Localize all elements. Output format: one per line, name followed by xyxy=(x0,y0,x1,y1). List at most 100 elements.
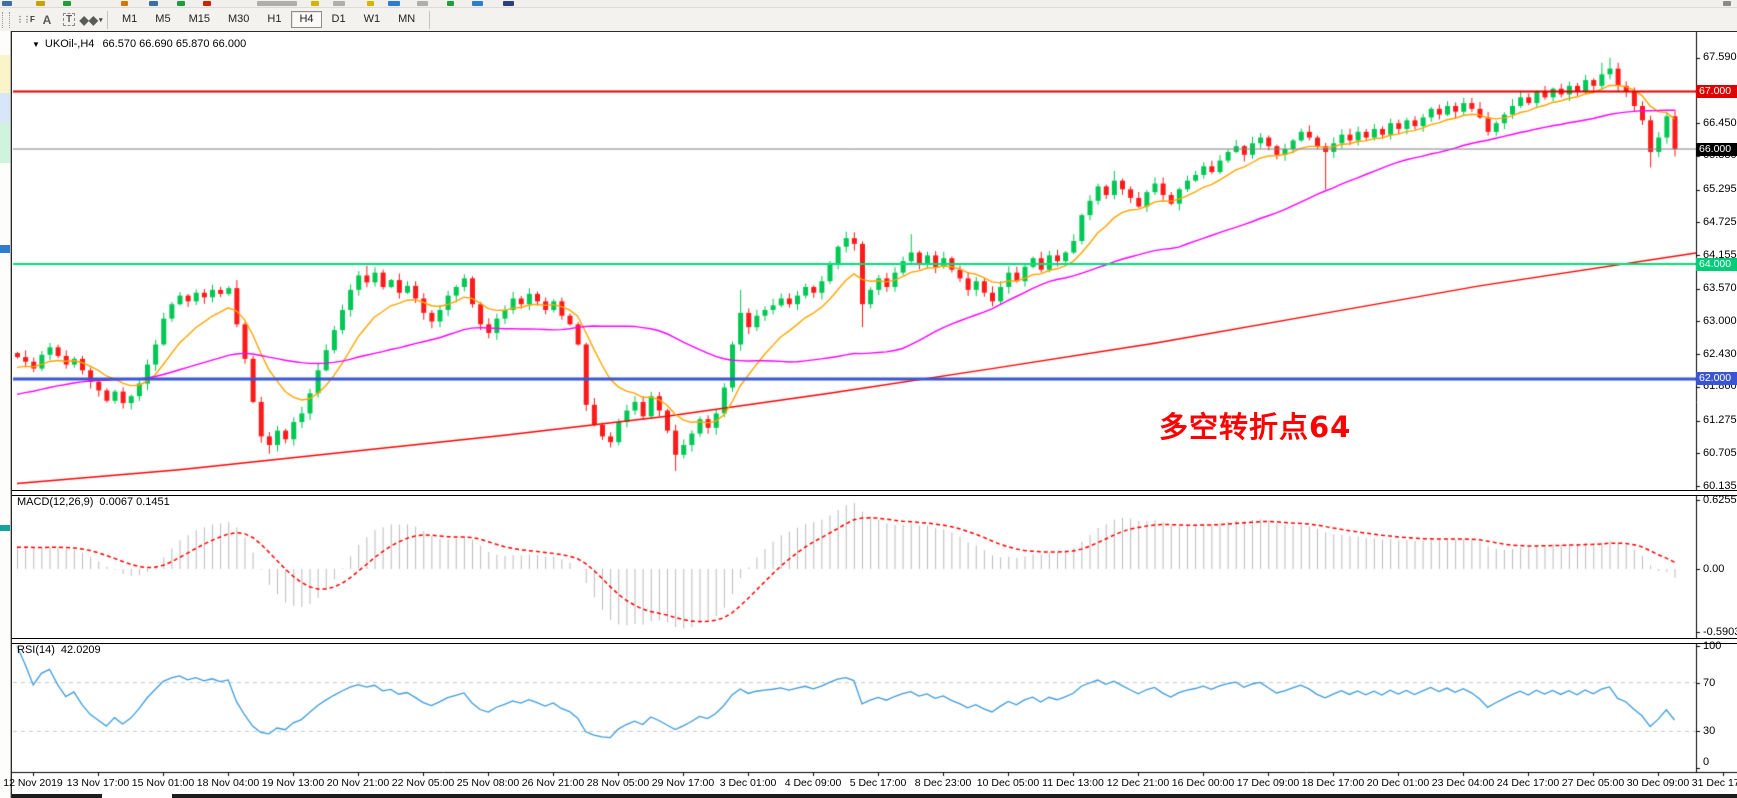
price-badge: 66.000 xyxy=(1696,142,1737,156)
time-tick-label: 18 Dec 17:00 xyxy=(1301,777,1365,789)
toolbar-separator xyxy=(107,10,108,29)
time-tick-label: 27 Dec 05:00 xyxy=(1561,777,1625,789)
text-label-icon[interactable]: T xyxy=(58,11,80,29)
price-tick-label: 60.705 xyxy=(1703,446,1737,459)
time-tick-label: 26 Nov 21:00 xyxy=(521,777,585,789)
toolbar-icon-fragment[interactable] xyxy=(388,1,400,6)
pane-separator-rsi[interactable] xyxy=(12,638,1737,644)
price-badge: 62.000 xyxy=(1696,372,1737,386)
timeframe-button-m5[interactable]: M5 xyxy=(155,13,171,25)
panel-color-block xyxy=(0,525,10,531)
toolbar-icon-fragment[interactable] xyxy=(121,1,128,6)
rsi-label: RSI(14) 42.0209 xyxy=(17,644,101,656)
time-tick-label: 30 Dec 09:00 xyxy=(1626,777,1690,789)
toolbar-icon-fragment[interactable] xyxy=(2,1,12,6)
time-tick-label: 5 Dec 17:00 xyxy=(849,777,907,789)
toolbar-icon-fragment[interactable] xyxy=(177,1,185,6)
macd-values: 0.0067 0.1451 xyxy=(99,496,170,508)
price-tick-label: 60.135 xyxy=(1703,479,1737,492)
panel-color-block xyxy=(0,245,10,253)
panel-color-block xyxy=(0,55,10,93)
time-tick-label: 28 Nov 05:00 xyxy=(586,777,650,789)
time-tick-label: 13 Nov 17:00 xyxy=(66,777,130,789)
time-tick-label: 12 Nov 2019 xyxy=(3,777,63,789)
macd-tick-label: 0.6255 xyxy=(1703,494,1737,506)
time-tick-label: 12 Dec 21:00 xyxy=(1106,777,1170,789)
toolbar-icon-fragment[interactable] xyxy=(472,1,483,6)
toolbar-icon-fragment[interactable] xyxy=(1723,1,1731,6)
price-tick-label: 63.000 xyxy=(1703,314,1737,327)
timeframe-button-mn[interactable]: MN xyxy=(398,13,416,25)
tick-chart-icon[interactable]: ⋮⋮F xyxy=(16,14,35,24)
time-tick-label: 10 Dec 05:00 xyxy=(976,777,1040,789)
toolbar-grip[interactable] xyxy=(2,11,10,28)
rsi-tick-label: 100 xyxy=(1703,640,1722,652)
macd-tick-label: -0.5903 xyxy=(1703,626,1737,638)
timeframe-button-h1[interactable]: H1 xyxy=(267,13,282,25)
time-tick-label: 19 Nov 13:00 xyxy=(261,777,325,789)
chart-canvas[interactable] xyxy=(12,32,1737,798)
drawing-tools-group: ⋮⋮F A T ◆◆ ▾ xyxy=(14,11,102,29)
price-tick-label: 61.275 xyxy=(1703,414,1737,427)
macd-tick-label: 0.00 xyxy=(1703,563,1725,575)
rsi-tick-label: 70 xyxy=(1703,676,1716,689)
time-tick-label: 22 Nov 05:00 xyxy=(391,777,455,789)
toolbar-icon-fragment[interactable] xyxy=(447,1,454,6)
time-tick-label: 17 Dec 09:00 xyxy=(1236,777,1300,789)
left-panel-edge xyxy=(0,31,11,798)
toolbar-icon-fragment[interactable] xyxy=(367,1,374,6)
timeframe-button-h4[interactable]: H4 xyxy=(291,11,322,28)
time-tick-label: 29 Nov 17:00 xyxy=(651,777,715,789)
toolbar-icon-fragment[interactable] xyxy=(36,1,45,6)
time-tick-label: 20 Dec 01:00 xyxy=(1366,777,1430,789)
rsi-tick-label: 0 xyxy=(1703,756,1710,768)
time-tick-label: 3 Dec 01:00 xyxy=(719,777,777,789)
price-tick-label: 63.570 xyxy=(1703,282,1737,295)
chart-ohlc-header[interactable]: ▼ UKOil-,H4 66.570 66.690 65.870 66.000 xyxy=(32,38,246,50)
chevron-down-icon: ▼ xyxy=(32,40,40,49)
timeframe-button-m1[interactable]: M1 xyxy=(122,13,138,25)
time-tick-label: 11 Dec 13:00 xyxy=(1042,777,1104,789)
price-tick-label: 67.590 xyxy=(1703,51,1737,64)
chart-text-annotation: 多空转折点64 xyxy=(1159,410,1352,444)
toolbar-separator xyxy=(429,10,431,29)
toolbar-icon-fragment[interactable] xyxy=(149,1,158,6)
main-toolbar: ⋮⋮F A T ◆◆ ▾ M1 M5 M15 M30 H1 H4 D1 W1 MN xyxy=(0,8,1737,32)
timeframe-button-m15[interactable]: M15 xyxy=(188,13,210,25)
ohlc-values: 66.570 66.690 65.870 66.000 xyxy=(102,38,247,50)
macd-label: MACD(12,26,9) 0.0067 0.1451 xyxy=(17,496,170,508)
rsi-tick-label: 30 xyxy=(1703,725,1716,738)
panel-color-block xyxy=(0,123,10,163)
timeframe-button-m30[interactable]: M30 xyxy=(227,13,250,25)
chart-window: ▼ UKOil-,H4 66.570 66.690 65.870 66.000 MA… xyxy=(3,31,1737,798)
time-tick-label: 4 Dec 09:00 xyxy=(784,777,842,789)
time-tick-label: 8 Dec 23:00 xyxy=(914,777,972,789)
time-tick-label: 31 Dec 17:00 xyxy=(1691,777,1737,789)
top-toolbar-strip xyxy=(0,0,1737,8)
toolbar-icon-fragment[interactable] xyxy=(503,1,514,6)
object-styles-icon[interactable]: ◆◆ ▾ xyxy=(79,12,103,27)
time-tick-label: 20 Nov 21:00 xyxy=(326,777,390,789)
price-tick-label: 66.450 xyxy=(1703,116,1737,129)
toolbar-icon-fragment[interactable] xyxy=(257,1,297,6)
timeframe-button-w1[interactable]: W1 xyxy=(363,13,381,25)
price-badge: 67.000 xyxy=(1696,85,1737,99)
time-tick-label: 16 Dec 00:00 xyxy=(1171,777,1235,789)
toolbar-icon-fragment[interactable] xyxy=(311,1,319,6)
timeframe-buttons-group: M1 M5 M15 M30 H1 H4 D1 W1 MN xyxy=(113,11,424,28)
time-tick-label: 18 Nov 04:00 xyxy=(196,777,260,789)
pane-separator-macd[interactable] xyxy=(12,490,1737,496)
font-icon[interactable]: A xyxy=(42,12,52,27)
timeframe-button-d1[interactable]: D1 xyxy=(331,13,346,25)
price-tick-label: 64.725 xyxy=(1703,215,1737,228)
time-tick-label: 25 Nov 08:00 xyxy=(456,777,520,789)
chevron-down-icon: ▾ xyxy=(98,16,103,24)
toolbar-icon-fragment[interactable] xyxy=(417,1,428,6)
toolbar-icon-fragment[interactable] xyxy=(63,1,71,6)
bottom-edge-bar xyxy=(12,794,102,798)
time-tick-label: 23 Dec 04:00 xyxy=(1431,777,1495,789)
price-tick-label: 65.295 xyxy=(1703,183,1737,196)
toolbar-icon-fragment[interactable] xyxy=(203,1,211,6)
toolbar-icon-fragment[interactable] xyxy=(333,1,345,6)
symbol-title: UKOil-,H4 xyxy=(44,38,95,50)
